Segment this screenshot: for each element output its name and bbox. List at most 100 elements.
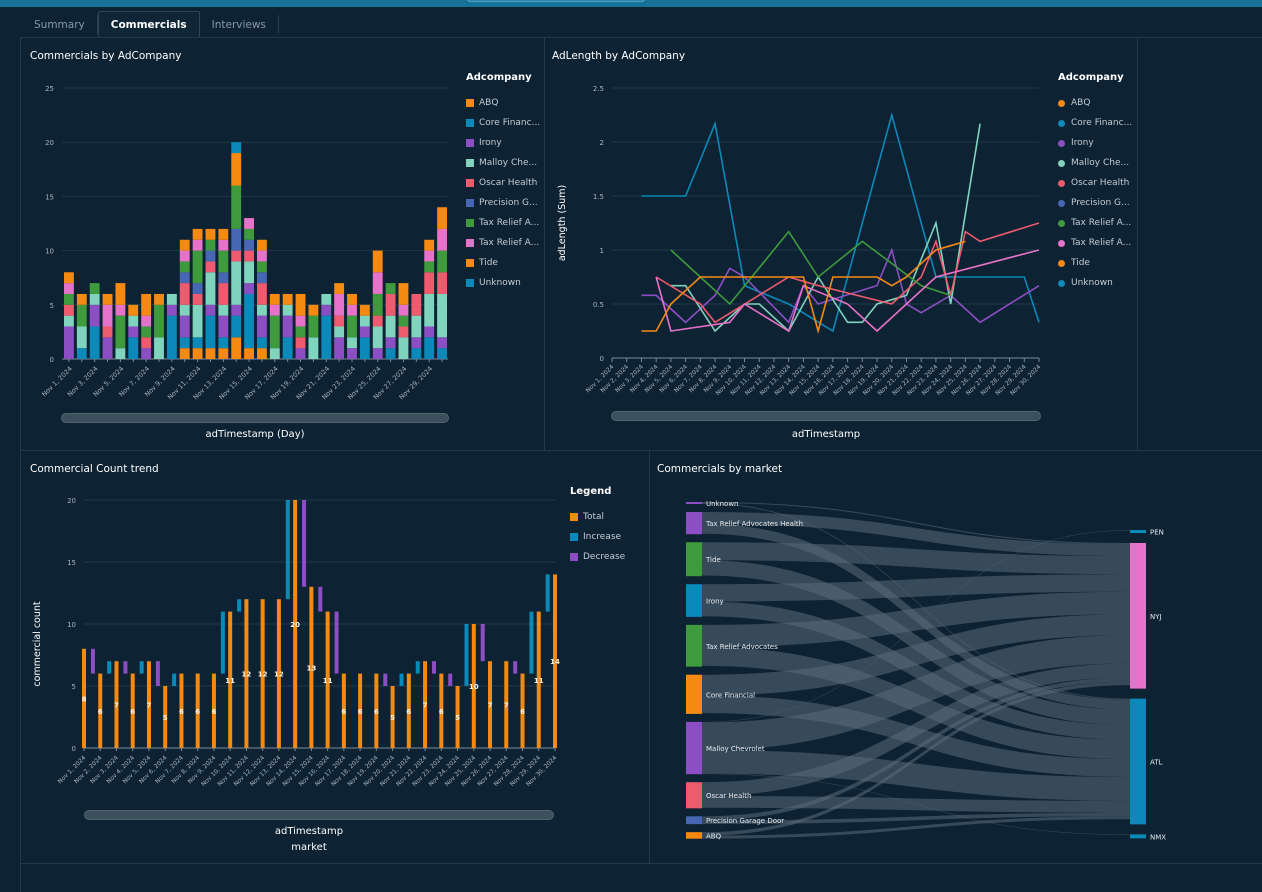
bar-segment — [89, 283, 100, 294]
legend-item[interactable]: ABQ — [1058, 93, 1132, 113]
bar-segment — [89, 304, 100, 327]
legend-label: Precision G... — [1071, 198, 1130, 208]
legend-label: Malloy Che... — [1071, 158, 1130, 168]
sankey-link — [702, 601, 1130, 741]
tab-summary[interactable]: Summary — [22, 15, 98, 34]
sankey-link — [702, 750, 1130, 801]
bar-segment — [102, 293, 113, 305]
bar-segment — [102, 326, 113, 338]
sankey-target-label: NMX — [1150, 833, 1166, 841]
sankey-source-node — [686, 721, 702, 775]
bar-segment — [308, 315, 319, 338]
legend-label: Tide — [479, 258, 498, 268]
sankey-link — [702, 512, 1130, 557]
legend-item[interactable]: Malloy Che... — [1058, 153, 1132, 173]
bar-segment — [102, 337, 113, 359]
total-value-label: 13 — [307, 664, 317, 672]
frame-divider — [20, 37, 21, 892]
series-line — [655, 249, 1040, 333]
total-bar — [276, 599, 281, 748]
tab-commercials[interactable]: Commercials — [97, 11, 200, 38]
legend-item[interactable]: Decrease — [570, 547, 625, 567]
legend-title: Adcompany — [1058, 72, 1124, 83]
line-chart-scrollbar[interactable] — [611, 411, 1041, 421]
legend-item[interactable]: Irony — [1058, 133, 1132, 153]
series-line — [641, 240, 966, 335]
y-axis-label: adLength (Sum) — [557, 185, 568, 261]
bar-segment — [398, 337, 409, 359]
legend-item[interactable]: Tax Relief A... — [466, 233, 540, 253]
increase-bar — [172, 673, 177, 686]
bar-segment — [385, 337, 396, 349]
legend-item[interactable]: Malloy Che... — [466, 153, 540, 173]
bar-segment — [179, 304, 190, 316]
sankey-source-node — [686, 816, 702, 825]
sankey-link — [702, 560, 1130, 726]
bar-segment — [218, 250, 229, 273]
legend-item[interactable]: Tide — [1058, 253, 1132, 273]
line-x-axis-label: adTimestamp — [791, 429, 861, 440]
sankey-link — [702, 614, 1130, 696]
legend-item[interactable]: Unknown — [466, 273, 540, 293]
bar-segment — [115, 315, 126, 349]
decrease-bar — [155, 661, 160, 686]
legend-label: Decrease — [583, 552, 626, 562]
legend-item[interactable]: Precision G... — [466, 193, 540, 213]
decrease-bar — [90, 648, 95, 674]
legend-item[interactable]: Oscar Health — [1058, 173, 1132, 193]
bar-chart-scrollbar[interactable] — [61, 413, 449, 423]
tab-interviews[interactable]: Interviews — [200, 15, 279, 34]
trend-chart-scrollbar[interactable] — [84, 810, 554, 820]
legend-swatch — [466, 99, 474, 107]
y-tick-label: 0.5 — [593, 301, 604, 309]
legend-item[interactable]: Increase — [570, 527, 625, 547]
bar-segment — [437, 250, 447, 273]
sankey-link — [702, 812, 1130, 825]
y-tick-label: 10 — [45, 248, 54, 256]
decrease-bar — [334, 611, 339, 674]
legend-item[interactable]: Core Financ... — [466, 113, 540, 133]
frame-divider — [1137, 37, 1138, 450]
trend-chart-title: Commercial Count trend — [30, 463, 159, 475]
legend-item[interactable]: Tax Relief A... — [1058, 233, 1132, 253]
legend-label: Irony — [479, 138, 502, 148]
bar-segment — [205, 261, 216, 273]
bar-segment — [192, 337, 203, 349]
total-value-label: 6 — [341, 708, 346, 716]
total-bar — [423, 661, 428, 748]
legend-item[interactable]: Oscar Health — [466, 173, 540, 193]
bar-segment — [411, 348, 422, 359]
search-box[interactable] — [467, 0, 645, 2]
total-value-label: 6 — [211, 708, 216, 716]
bar-segment — [295, 337, 306, 349]
bar-segment — [205, 239, 216, 251]
legend-item[interactable]: Precision G... — [1058, 193, 1132, 213]
legend-item[interactable]: Tide — [466, 253, 540, 273]
total-value-label: 6 — [374, 708, 379, 716]
sankey-target-label: ATL — [1150, 759, 1163, 767]
sankey-link — [702, 681, 1130, 836]
legend-item[interactable]: Total — [570, 507, 625, 527]
frame-divider — [544, 37, 545, 450]
bar-segment — [257, 283, 267, 305]
bar-segment — [398, 326, 409, 338]
total-bar — [390, 686, 395, 748]
increase-bar — [464, 624, 469, 686]
legend-label: Oscar Health — [1071, 178, 1130, 188]
frame-divider — [20, 450, 1262, 451]
bar-segment — [359, 304, 370, 316]
sankey-link — [702, 503, 1130, 700]
bar-segment — [334, 326, 345, 338]
total-bar — [293, 500, 298, 748]
bar-segment — [76, 304, 87, 327]
bar-segment — [102, 304, 113, 327]
bar-segment — [244, 348, 254, 359]
legend-item[interactable]: Tax Relief A... — [1058, 213, 1132, 233]
bar-segment — [257, 315, 267, 338]
decrease-bar — [432, 661, 437, 674]
legend-item[interactable]: Core Financ... — [1058, 113, 1132, 133]
legend-item[interactable]: Unknown — [1058, 273, 1132, 293]
legend-item[interactable]: Irony — [466, 133, 540, 153]
legend-item[interactable]: Tax Relief A... — [466, 213, 540, 233]
legend-item[interactable]: ABQ — [466, 93, 540, 113]
